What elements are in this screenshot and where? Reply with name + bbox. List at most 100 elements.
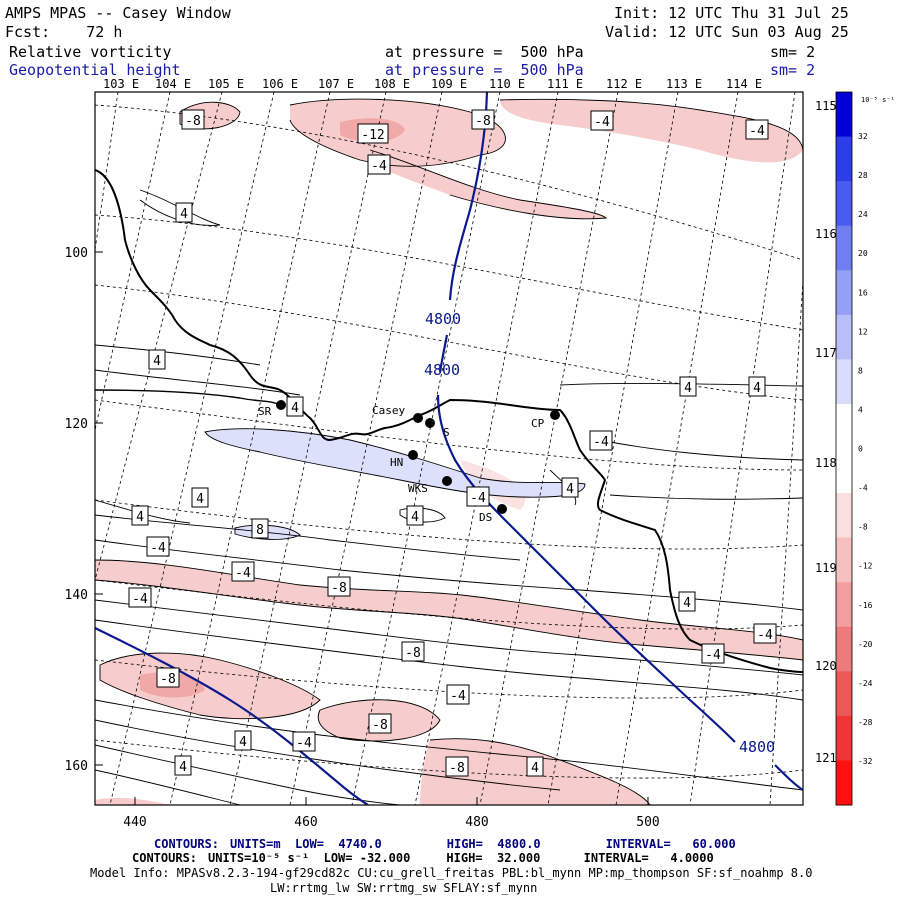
vorticity-label-box xyxy=(175,202,193,223)
vorticity-contour-label: 4 xyxy=(291,401,299,416)
colorbar-tick-label: -32 xyxy=(858,757,873,766)
station-label-ds: DS xyxy=(479,511,492,524)
lon-label: 113 E xyxy=(666,77,703,91)
vorticity-contour-label: -4 xyxy=(470,491,486,506)
vorticity-label-box xyxy=(131,505,149,526)
vorticity-label-box xyxy=(191,487,209,508)
model-title: AMPS MPAS -- Casey Window xyxy=(5,4,231,22)
vorticity-contour-label: -8 xyxy=(331,581,347,596)
colorbar-tick-label: 16 xyxy=(858,288,868,297)
vorticity-label-box xyxy=(748,376,766,397)
init-time: Init: 12 UTC Thu 31 Jul 25 xyxy=(614,4,849,22)
colorbar-tick-label: 12 xyxy=(858,327,868,336)
colorbar-tick-label: -28 xyxy=(858,718,873,727)
vorticity-label-box xyxy=(406,505,424,526)
height-contour-label: 4800 xyxy=(739,738,775,756)
vorticity-label-box xyxy=(357,123,389,144)
vorticity-contour-label: -4 xyxy=(593,435,609,450)
colorbar-tick-label: 32 xyxy=(858,132,868,141)
vorticity-contour-label: -4 xyxy=(757,628,773,643)
height-labels: 4800 4800 4800 xyxy=(424,310,775,756)
vorticity-contour-label: 4 xyxy=(136,510,144,525)
colorbar-bin xyxy=(836,493,852,539)
footer-height-contours: UNITS=m LOW= 4740.0 HIGH= 4800.0 INTERVA… xyxy=(230,837,736,851)
vorticity-label-box xyxy=(745,119,769,140)
colorbar-bin xyxy=(836,582,852,628)
vorticity-contour-label: 4 xyxy=(239,735,247,750)
height-contour-label: 4800 xyxy=(425,310,461,328)
vorticity-label-box xyxy=(445,756,469,777)
colorbar-tick-label: -24 xyxy=(858,679,873,688)
vorticity-contour-label: 4 xyxy=(411,510,419,525)
vorticity-label-box xyxy=(181,109,205,130)
station-label-cp: CP xyxy=(531,417,545,430)
vorticity-contour-label: -4 xyxy=(132,592,148,607)
vorticity-contour-label: 4 xyxy=(683,596,691,611)
vorticity-contour-label: 4 xyxy=(179,760,187,775)
colorbar-bin xyxy=(836,537,852,583)
vorticity-contour-label: -4 xyxy=(450,689,466,704)
vorticity-label-box xyxy=(589,430,613,451)
colorbar: 32 28 24 20 16 12 8 4 0 -4 -8 -12 -16 -20 -24 -28 -32 xyxy=(835,91,873,806)
lon-label: 108 E xyxy=(374,77,411,91)
stations: SR Casey S HN WKS DS CP xyxy=(258,400,560,524)
colorbar-tick-label: 24 xyxy=(858,210,868,219)
x-axis-labels: 440 460 480 500 xyxy=(123,815,659,830)
vorticity-label-box xyxy=(561,477,579,498)
vorticity-label-box xyxy=(148,349,166,370)
station-marker-s xyxy=(425,418,435,428)
plot-frame xyxy=(94,91,804,806)
vorticity-label-box xyxy=(327,576,351,597)
lon-label: 103 E xyxy=(103,77,140,91)
vorticity-label-box xyxy=(231,561,255,582)
vorticity-contour-label: -8 xyxy=(372,718,388,733)
colorbar-tick-label: 20 xyxy=(858,249,868,258)
colorbar-tick-label: 4 xyxy=(858,405,863,414)
vorticity-label-box xyxy=(526,756,544,777)
y-tick-label: 100 xyxy=(65,246,88,261)
vorticity-contour-label: -8 xyxy=(475,114,491,129)
colorbar-tick-label: 0 xyxy=(858,445,863,454)
colorbar-bin xyxy=(836,715,852,761)
vorticity-contour-label: -8 xyxy=(160,672,176,687)
colorbar-tick-label: -12 xyxy=(858,562,873,571)
vorticity-contour-label: 4 xyxy=(753,381,761,396)
station-marker-wks xyxy=(442,476,452,486)
vorticity-contour-label: -4 xyxy=(235,566,251,581)
y-tick-label: 120 xyxy=(65,417,88,432)
colorbar-bin xyxy=(836,359,852,405)
vorticity-label-box xyxy=(367,154,391,175)
field2-level: at pressure = 500 hPa xyxy=(385,61,584,79)
height-contour-label: 4800 xyxy=(424,361,460,379)
vorticity-label-box xyxy=(286,396,304,417)
colorbar-bin xyxy=(836,181,852,227)
field1-smoothing: sm= 2 xyxy=(770,43,816,61)
vorticity-contour-label: 4 xyxy=(196,492,204,507)
x-tick-label: 440 xyxy=(123,815,146,830)
vorticity-label-box xyxy=(174,755,192,776)
valid-time: Valid: 12 UTC Sun 03 Aug 25 xyxy=(605,23,849,41)
colorbar-bin xyxy=(836,760,852,806)
colorbar-tick-label: 8 xyxy=(858,366,863,375)
station-marker-hn xyxy=(408,450,418,460)
vorticity-label-box xyxy=(471,109,495,130)
station-label-s: S xyxy=(443,426,450,439)
vorticity-label-box xyxy=(156,667,180,688)
colorbar-bin xyxy=(836,671,852,717)
vorticity-contour-label: -4 xyxy=(749,124,765,139)
vorticity-contour-label: -4 xyxy=(371,159,387,174)
lon-label: 114 E xyxy=(726,77,763,91)
vorticity-label-box xyxy=(679,376,697,397)
field1-name: Relative vorticity xyxy=(9,43,172,61)
vorticity-label-box xyxy=(146,536,170,557)
station-label-casey: Casey xyxy=(372,404,405,417)
field2-name: Geopotential height xyxy=(9,61,181,79)
vorticity-contour-label: 4 xyxy=(684,381,692,396)
colorbar-unit: 10⁻⁵ s⁻¹ xyxy=(861,96,895,104)
station-marker-ds xyxy=(497,504,507,514)
x-tick-label: 480 xyxy=(465,815,488,830)
colorbar-bin xyxy=(836,225,852,271)
vorticity-label-box xyxy=(590,110,614,131)
x-tick-label: 500 xyxy=(636,815,659,830)
colorbar-bin xyxy=(836,448,852,494)
